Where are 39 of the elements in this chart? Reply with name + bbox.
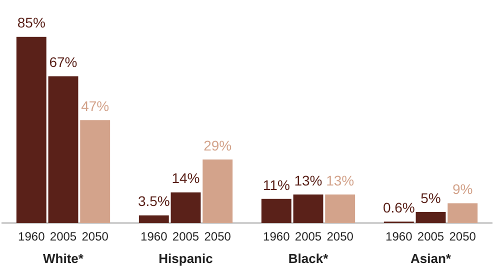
data-label: 3.5%	[138, 193, 170, 210]
text: 2005	[294, 229, 322, 244]
x-tick-label: White*	[43, 251, 84, 266]
data-label: 5%	[420, 190, 441, 206]
series-label: 2005	[50, 229, 77, 244]
series-label: 2050	[82, 229, 109, 244]
bar	[293, 194, 324, 223]
text: 2005	[417, 229, 444, 244]
data-label: 13%	[326, 172, 354, 188]
data-label: 29%	[204, 137, 232, 154]
bar	[170, 192, 201, 223]
series-label: 1960	[18, 229, 46, 244]
data-label: 11%	[262, 176, 290, 193]
bar	[16, 36, 46, 223]
text: 2050	[449, 229, 476, 244]
bar	[48, 76, 78, 223]
text: 1960	[386, 229, 412, 244]
x-tick-label: Asian*	[410, 251, 452, 266]
x-tick-label: Black*	[288, 251, 330, 266]
data-label: 0.6%	[382, 200, 415, 216]
text: 1960	[263, 229, 290, 244]
text: 2050	[204, 229, 231, 244]
x-tick-label: Hispanic	[158, 251, 213, 266]
bar	[448, 203, 478, 223]
bar	[138, 215, 169, 223]
data-label: 47%	[81, 98, 110, 114]
data-label: 67%	[49, 54, 78, 70]
bar	[416, 212, 446, 223]
data-label: 13%	[294, 172, 322, 188]
data-label: 14%	[172, 170, 200, 186]
bar	[261, 198, 292, 223]
text: 2005	[172, 229, 200, 244]
data-label: 9%	[452, 181, 473, 198]
text: 1960	[140, 229, 168, 244]
bar	[325, 194, 356, 223]
bar	[202, 159, 233, 223]
data-label: 85%	[17, 14, 46, 31]
text: 2050	[326, 229, 354, 244]
bar	[80, 120, 110, 223]
